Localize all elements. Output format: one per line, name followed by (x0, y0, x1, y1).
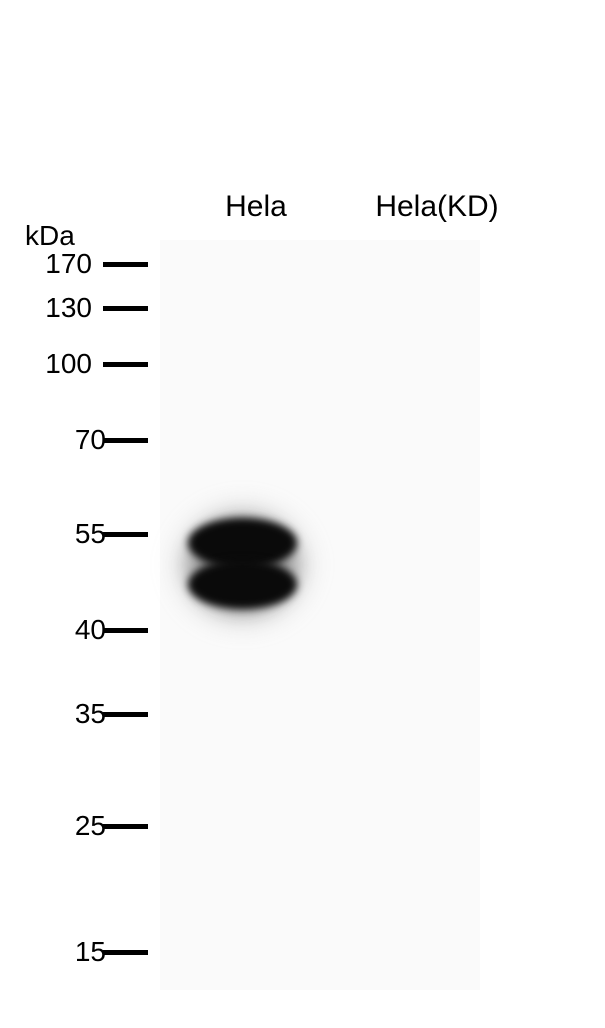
marker-tick-55 (103, 532, 148, 537)
marker-tick-15 (103, 950, 148, 955)
lane-label-0: Hela (196, 190, 316, 224)
marker-tick-35 (103, 712, 148, 717)
marker-label-70: 70 (36, 424, 106, 456)
marker-tick-25 (103, 824, 148, 829)
marker-tick-100 (103, 362, 148, 367)
marker-label-100: 100 (22, 348, 92, 380)
marker-tick-170 (103, 262, 148, 267)
marker-tick-40 (103, 628, 148, 633)
marker-label-25: 25 (36, 810, 106, 842)
marker-label-55: 55 (36, 518, 106, 550)
marker-tick-130 (103, 306, 148, 311)
lane-label-1: Hela(KD) (352, 190, 522, 224)
marker-label-35: 35 (36, 698, 106, 730)
blot-figure: kDa 170130100705540352515 HelaHela(KD) (0, 0, 605, 1028)
marker-label-40: 40 (36, 614, 106, 646)
band-core-lower-0 (188, 560, 297, 610)
marker-label-170: 170 (22, 248, 92, 280)
marker-tick-70 (103, 438, 148, 443)
marker-label-15: 15 (36, 936, 106, 968)
marker-label-130: 130 (22, 292, 92, 324)
